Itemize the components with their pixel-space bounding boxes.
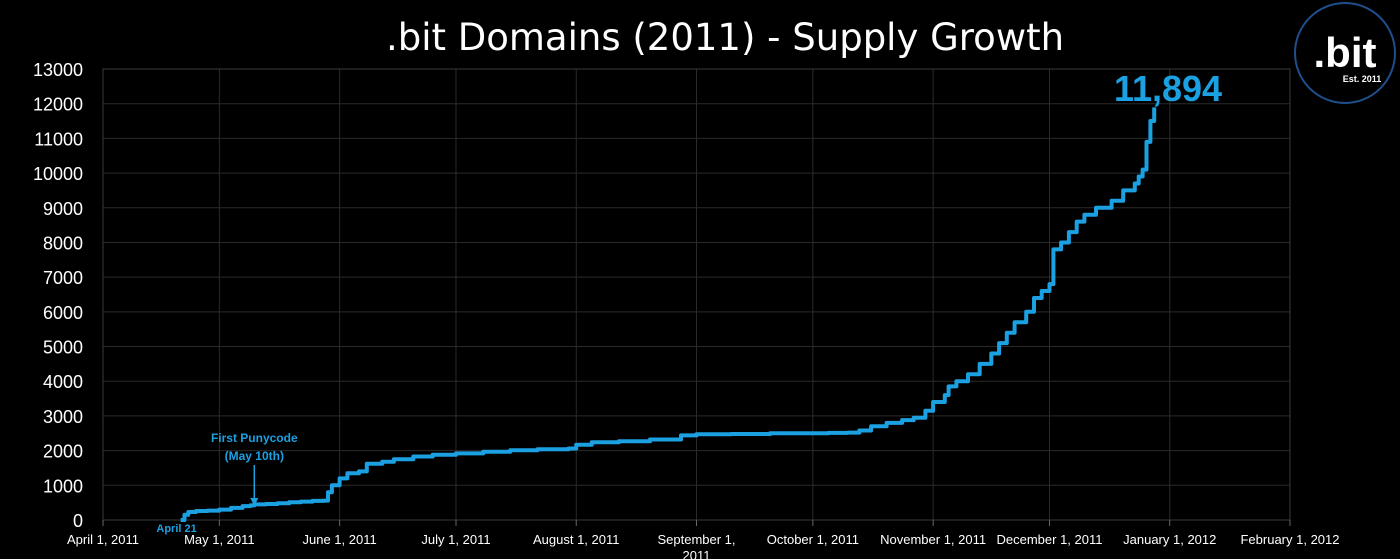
y-tick-label: 4000 — [43, 372, 83, 392]
y-tick-label: 12000 — [33, 95, 83, 115]
final-value-label: 11,894 — [1114, 68, 1222, 109]
x-tick-label: October 1, 2011 — [767, 532, 859, 547]
logo: .bit Est. 2011 — [1294, 2, 1396, 104]
x-tick-label: February 1, 2012 — [1240, 532, 1339, 547]
logo-circle — [1294, 2, 1396, 104]
y-tick-label: 8000 — [43, 233, 83, 253]
annotation-arrow-head — [250, 498, 259, 506]
x-tick-label: July 1, 2011 — [421, 532, 490, 547]
x-tick-label: November 1, 2011 — [880, 532, 986, 547]
chart-title: .bit Domains (2011) - Supply Growth — [386, 16, 1064, 59]
x-tick-label: August 1, 2011 — [533, 532, 620, 547]
x-tick-label: January 1, 2012 — [1123, 532, 1216, 547]
logo-subtext: Est. 2011 — [1343, 74, 1382, 84]
y-tick-label: 0 — [73, 511, 83, 531]
y-tick-label: 6000 — [43, 303, 83, 323]
y-tick-label: 10000 — [33, 164, 83, 184]
x-tick-label: December 1, 2011 — [996, 532, 1102, 547]
x-tick-labels: April 1, 2011 May 1, 2011 June 1, 2011 July… — [67, 532, 1340, 559]
y-tick-label: 2000 — [43, 442, 83, 462]
x-tick-label: May 1, 2011 — [184, 532, 255, 547]
y-tick-label: 7000 — [43, 268, 83, 288]
y-tick-label: 11000 — [34, 129, 83, 149]
y-tick-labels: 0 1000 2000 3000 4000 5000 6000 7000 8000 9000 100… — [33, 60, 83, 531]
y-tick-label: 1000 — [43, 476, 83, 496]
annotations: April 21 First Punycode (May 10th) — [156, 431, 298, 535]
series-line — [180, 107, 1157, 522]
x-tick-label: September 1, 2011 — [657, 532, 735, 559]
axes — [102, 68, 1291, 526]
annotation-first-punycode: First Punycode (May 10th) — [211, 431, 298, 463]
logo-text: .bit — [1314, 29, 1377, 76]
x-tick-label: June 1, 2011 — [303, 532, 377, 547]
x-tick-label: April 1, 2011 — [67, 532, 139, 547]
y-tick-label: 3000 — [43, 407, 83, 427]
y-tick-label: 5000 — [43, 338, 83, 358]
y-tick-label: 9000 — [43, 199, 83, 219]
annotation-april-21: April 21 — [156, 523, 196, 535]
y-tick-label: 13000 — [33, 60, 83, 80]
